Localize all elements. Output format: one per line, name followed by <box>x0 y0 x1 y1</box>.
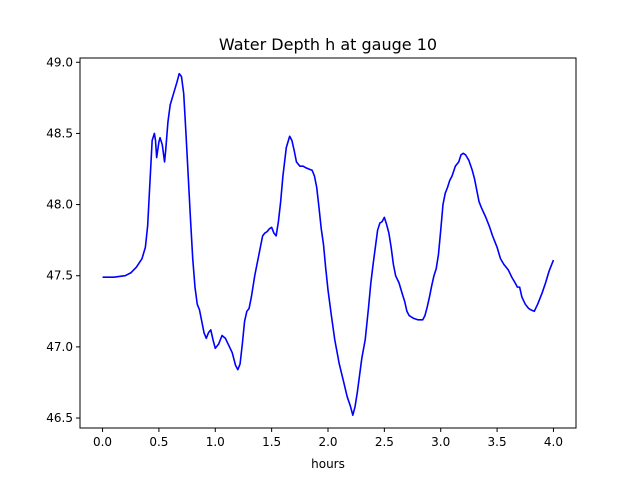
y-tick-label: 46.5 <box>46 411 73 425</box>
chart-title: Water Depth h at gauge 10 <box>219 35 437 54</box>
series-line <box>102 72 555 416</box>
x-tick-label: 0.0 <box>93 435 112 449</box>
x-axis-label: hours <box>311 457 345 471</box>
x-tick-label: 3.5 <box>488 435 507 449</box>
y-tick-label: 48.0 <box>46 198 73 212</box>
y-tick-label: 49.0 <box>46 55 73 69</box>
plot-area <box>79 57 577 429</box>
x-tick-label: 4.0 <box>544 435 563 449</box>
y-tick-label: 47.0 <box>46 340 73 354</box>
x-tick-label: 3.0 <box>431 435 450 449</box>
y-tick-label: 47.5 <box>46 269 73 283</box>
x-tick-label: 2.0 <box>318 435 337 449</box>
x-tick-label: 1.0 <box>206 435 225 449</box>
y-axis: 46.5 47.0 47.5 48.0 48.5 49.0 <box>46 55 80 425</box>
x-tick-label: 2.5 <box>375 435 394 449</box>
plot-background <box>80 58 576 428</box>
y-tick-label: 48.5 <box>46 126 73 140</box>
x-tick-label: 1.5 <box>262 435 281 449</box>
x-tick-label: 0.5 <box>149 435 168 449</box>
x-axis: 0.0 0.5 1.0 1.5 2.0 2.5 3.0 3.5 4.0 <box>93 428 563 449</box>
